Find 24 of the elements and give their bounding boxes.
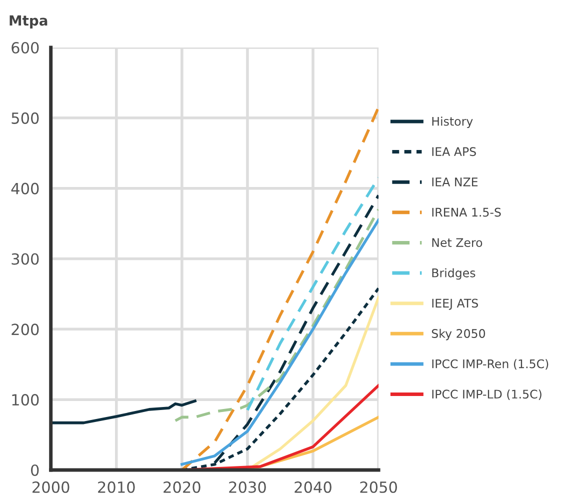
- x-tick-label: 2030: [229, 481, 266, 493]
- y-tick-label: 200: [12, 324, 39, 336]
- legend-label: IEA NZE: [432, 178, 478, 186]
- legend-label: Sky 2050: [432, 328, 486, 340]
- legend-label: IPCC IMP-LD (1.5C): [432, 389, 542, 400]
- y-tick-label: 500: [12, 112, 39, 124]
- x-tick-label: 2020: [164, 481, 200, 493]
- y-tick-label: 600: [12, 42, 39, 54]
- legend-label: History: [432, 116, 473, 128]
- x-tick-label: 2050: [360, 481, 397, 493]
- y-tick-label: 0: [31, 464, 39, 476]
- x-tick-label: 2010: [98, 481, 135, 493]
- x-tick-label: 2000: [32, 481, 70, 493]
- legend-label: IEA APS: [432, 147, 476, 156]
- legend-label: Net Zero: [432, 238, 482, 248]
- y-axis-title: Mtpa: [10, 15, 48, 28]
- legend-label: IRENA 1.5-S: [432, 208, 501, 217]
- x-tick-label: 2040: [294, 481, 332, 493]
- legend-label: IPCC IMP-Ren (1.5C): [432, 359, 548, 370]
- y-tick-label: 100: [12, 394, 39, 406]
- legend-label: IEEJ ATS: [432, 298, 478, 310]
- legend-label: Bridges: [432, 268, 476, 280]
- y-tick-label: 300: [12, 253, 39, 265]
- y-tick-label: 400: [11, 182, 39, 194]
